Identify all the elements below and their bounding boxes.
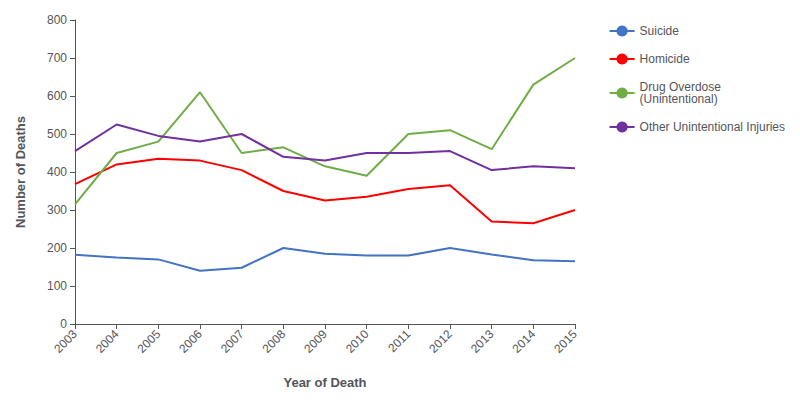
svg-text:600: 600: [47, 89, 67, 103]
svg-text:2007: 2007: [218, 327, 247, 356]
svg-text:700: 700: [47, 51, 67, 65]
svg-text:2006: 2006: [176, 327, 205, 356]
svg-text:2003: 2003: [51, 327, 80, 356]
svg-text:400: 400: [47, 165, 67, 179]
svg-text:2015: 2015: [551, 327, 580, 356]
svg-text:2004: 2004: [93, 327, 122, 356]
svg-text:Drug Overdose: Drug Overdose: [639, 80, 721, 94]
svg-text:2012: 2012: [426, 327, 455, 356]
svg-text:Suicide: Suicide: [640, 24, 680, 38]
svg-text:Other Unintentional Injuries: Other Unintentional Injuries: [640, 120, 785, 134]
svg-text:0: 0: [60, 317, 67, 331]
svg-text:800: 800: [47, 13, 67, 27]
svg-text:2009: 2009: [301, 327, 330, 356]
svg-text:(Unintentional): (Unintentional): [640, 92, 718, 106]
svg-text:500: 500: [47, 127, 67, 141]
svg-text:2005: 2005: [135, 327, 164, 356]
svg-text:2013: 2013: [468, 327, 497, 356]
svg-text:200: 200: [47, 241, 67, 255]
svg-text:2014: 2014: [510, 327, 539, 356]
svg-text:Year of Death: Year of Death: [283, 375, 366, 390]
svg-text:Number of Deaths: Number of Deaths: [13, 116, 28, 228]
svg-text:100: 100: [47, 279, 67, 293]
svg-text:2008: 2008: [260, 327, 289, 356]
svg-text:2011: 2011: [385, 327, 413, 355]
svg-text:Homicide: Homicide: [640, 52, 690, 66]
svg-text:300: 300: [47, 203, 67, 217]
svg-text:2010: 2010: [343, 327, 372, 356]
